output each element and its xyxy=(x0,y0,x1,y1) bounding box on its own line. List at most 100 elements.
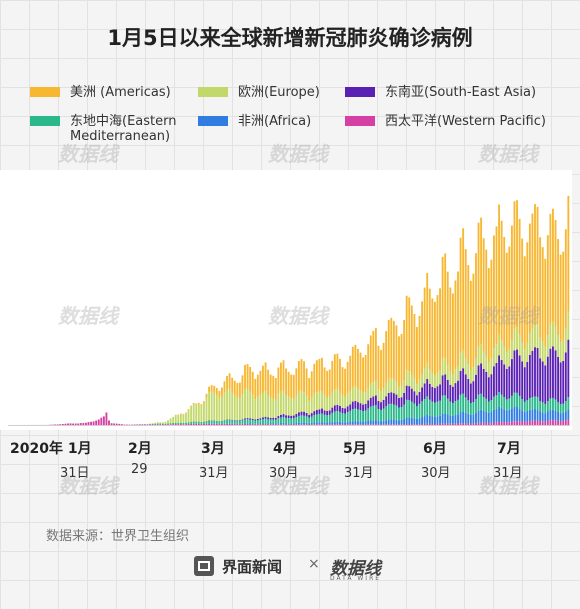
bar-segment xyxy=(546,411,549,421)
bar-segment xyxy=(426,272,429,363)
bar-segment xyxy=(321,422,323,425)
bar-segment xyxy=(174,414,177,423)
bar-segment xyxy=(249,366,252,392)
legend-item-eastern-mediterranean: 东地中海(Eastern Mediterranean) xyxy=(30,114,200,146)
bar-segment xyxy=(187,410,190,423)
bar-segment xyxy=(400,424,403,425)
bar-segment xyxy=(562,361,565,404)
bar-segment xyxy=(531,350,534,398)
bar-segment xyxy=(323,414,326,423)
bar-segment xyxy=(413,403,416,419)
bar-segment xyxy=(238,420,241,422)
bar-segment xyxy=(285,368,287,395)
bar-segment xyxy=(559,254,562,343)
bar-segment xyxy=(254,420,257,424)
bar-segment xyxy=(539,358,542,401)
bar-segment xyxy=(472,414,475,424)
bar-segment xyxy=(441,395,444,414)
bar-segment xyxy=(231,419,234,421)
bar-segment xyxy=(297,360,300,392)
bar-segment xyxy=(241,420,244,424)
bar-segment xyxy=(218,390,221,399)
bar-segment xyxy=(362,404,364,412)
bar-segment xyxy=(195,403,198,405)
bar-segment xyxy=(410,417,413,425)
bar-segment xyxy=(310,416,313,423)
bar-segment xyxy=(449,287,452,372)
bar-segment xyxy=(505,252,508,353)
bar-segment xyxy=(182,424,185,425)
bar-segment xyxy=(477,222,480,347)
bar-segment xyxy=(333,405,336,412)
bar-segment xyxy=(449,401,452,416)
bar-segment xyxy=(498,334,500,356)
stacked-bar-chart xyxy=(8,195,570,426)
bar-segment xyxy=(457,380,459,400)
bar-segment xyxy=(446,398,449,415)
bar-segment xyxy=(421,387,424,402)
bar-segment xyxy=(326,370,329,398)
bar-segment xyxy=(554,399,557,411)
bar-segment xyxy=(264,416,267,419)
bar-segment xyxy=(295,423,298,425)
bar-segment xyxy=(326,422,329,425)
bar-segment xyxy=(436,295,439,374)
bar-segment xyxy=(513,350,516,393)
bar-segment xyxy=(213,385,216,393)
bar-segment xyxy=(97,419,100,425)
bar-segment xyxy=(310,397,313,414)
bar-segment xyxy=(416,418,418,425)
bar-segment xyxy=(487,268,490,363)
bar-segment xyxy=(90,421,92,425)
bar-segment xyxy=(451,423,454,425)
bar-segment xyxy=(179,422,182,425)
bar-segment xyxy=(238,397,241,421)
bar-segment xyxy=(367,400,370,409)
bar-segment xyxy=(215,423,218,425)
bar-segment xyxy=(231,423,234,425)
bar-segment xyxy=(554,326,557,351)
bar-segment xyxy=(259,418,262,420)
bar-segment xyxy=(208,386,211,393)
bar-segment xyxy=(495,344,498,363)
bar-segment xyxy=(305,416,308,423)
bar-segment xyxy=(410,388,413,402)
bar-segment xyxy=(187,423,190,425)
bar-segment xyxy=(493,422,495,425)
bar-segment xyxy=(331,407,334,413)
bar-segment xyxy=(385,420,388,425)
bar-segment xyxy=(59,424,62,425)
bar-segment xyxy=(192,421,195,424)
bar-segment xyxy=(349,421,352,425)
bar-segment xyxy=(423,398,426,417)
bar-segment xyxy=(369,335,372,384)
legend-swatch-eastern-mediterranean xyxy=(30,116,60,126)
bar-segment xyxy=(228,419,231,424)
x-month-jul: 7月 xyxy=(497,441,521,457)
bar-segment xyxy=(292,423,295,425)
bar-segment xyxy=(236,420,239,421)
bar-segment xyxy=(115,423,118,425)
bar-segment xyxy=(449,371,452,385)
bar-segment xyxy=(503,237,506,347)
bar-segment xyxy=(487,412,490,424)
bar-segment xyxy=(61,423,64,425)
bar-segment xyxy=(544,365,547,404)
bar-segment xyxy=(369,420,372,425)
bar-segment xyxy=(203,401,205,404)
bar-segment xyxy=(251,424,254,425)
bar-segment xyxy=(516,327,518,350)
bar-segment xyxy=(554,410,557,421)
bar-segment xyxy=(495,362,498,396)
bar-segment xyxy=(528,223,531,334)
bar-segment xyxy=(300,359,303,391)
bar-segment xyxy=(508,409,511,423)
bar-segment xyxy=(292,418,295,424)
bar-segment xyxy=(192,423,195,425)
bar-segment xyxy=(185,412,187,414)
bar-segment xyxy=(344,422,347,425)
bar-segment xyxy=(490,422,493,425)
bar-segment xyxy=(374,328,377,381)
bar-segment xyxy=(259,395,262,419)
bar-segment xyxy=(449,384,452,402)
